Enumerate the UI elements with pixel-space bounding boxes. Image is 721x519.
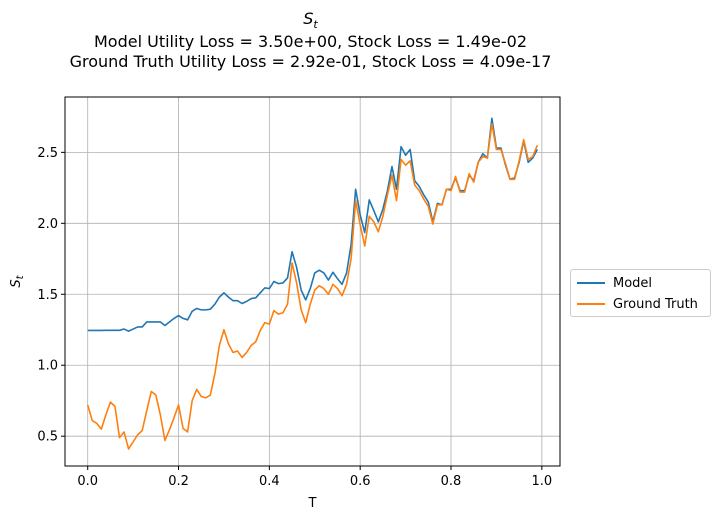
y-tick-label: 2.0	[37, 217, 58, 232]
x-tick-label: 0.4	[259, 474, 280, 489]
legend-item-ground-truth: Ground Truth	[577, 295, 698, 313]
chart-subtitle-ground-truth: Ground Truth Utility Loss = 2.92e-01, St…	[69, 52, 552, 71]
chart-subtitle-model: Model Utility Loss = 3.50e+00, Stock Los…	[94, 32, 527, 51]
legend-swatch-ground-truth	[577, 303, 605, 305]
legend: Model Ground Truth	[570, 269, 711, 317]
chart-title-symbol: S	[303, 9, 314, 28]
chart-title-subscript: t	[313, 18, 318, 32]
legend-swatch-model	[577, 282, 605, 284]
legend-label-ground-truth: Ground Truth	[613, 296, 698, 312]
x-axis-label: T	[308, 496, 317, 511]
x-tick-label: 0.2	[168, 474, 189, 489]
y-axis-label-subscript: t	[15, 274, 26, 279]
series-line-ground-truth	[86, 123, 539, 450]
axes-frame	[64, 96, 561, 467]
y-tick-label: 1.5	[37, 288, 58, 303]
legend-label-model: Model	[613, 275, 653, 291]
y-tick-label: 2.5	[37, 146, 58, 161]
x-tick-label: 0.8	[441, 474, 462, 489]
y-tick-label: 1.0	[37, 359, 58, 374]
x-tick-label: 0.0	[77, 474, 98, 489]
series-line-model	[87, 117, 538, 332]
legend-item-model: Model	[577, 274, 652, 292]
series-lines	[86, 117, 539, 450]
y-tick-label: 0.5	[37, 430, 58, 445]
y-axis-label: St	[9, 274, 26, 287]
x-tick-label: 0.6	[350, 474, 371, 489]
ticks: 0.0 0.2 0.4 0.6 0.8 1.0 0.5 1.0 1.5 2.0 2.5	[37, 146, 552, 489]
chart-title: St	[0, 9, 621, 31]
x-tick-label: 1.0	[531, 474, 552, 489]
grid	[65, 97, 560, 466]
